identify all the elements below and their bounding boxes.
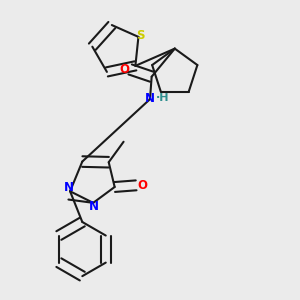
Text: N: N <box>145 92 155 105</box>
Text: N: N <box>63 181 74 194</box>
Text: O: O <box>137 179 147 192</box>
Text: O: O <box>119 63 129 76</box>
Text: ·H: ·H <box>156 94 169 103</box>
Text: S: S <box>136 29 144 42</box>
Text: N: N <box>89 200 99 213</box>
